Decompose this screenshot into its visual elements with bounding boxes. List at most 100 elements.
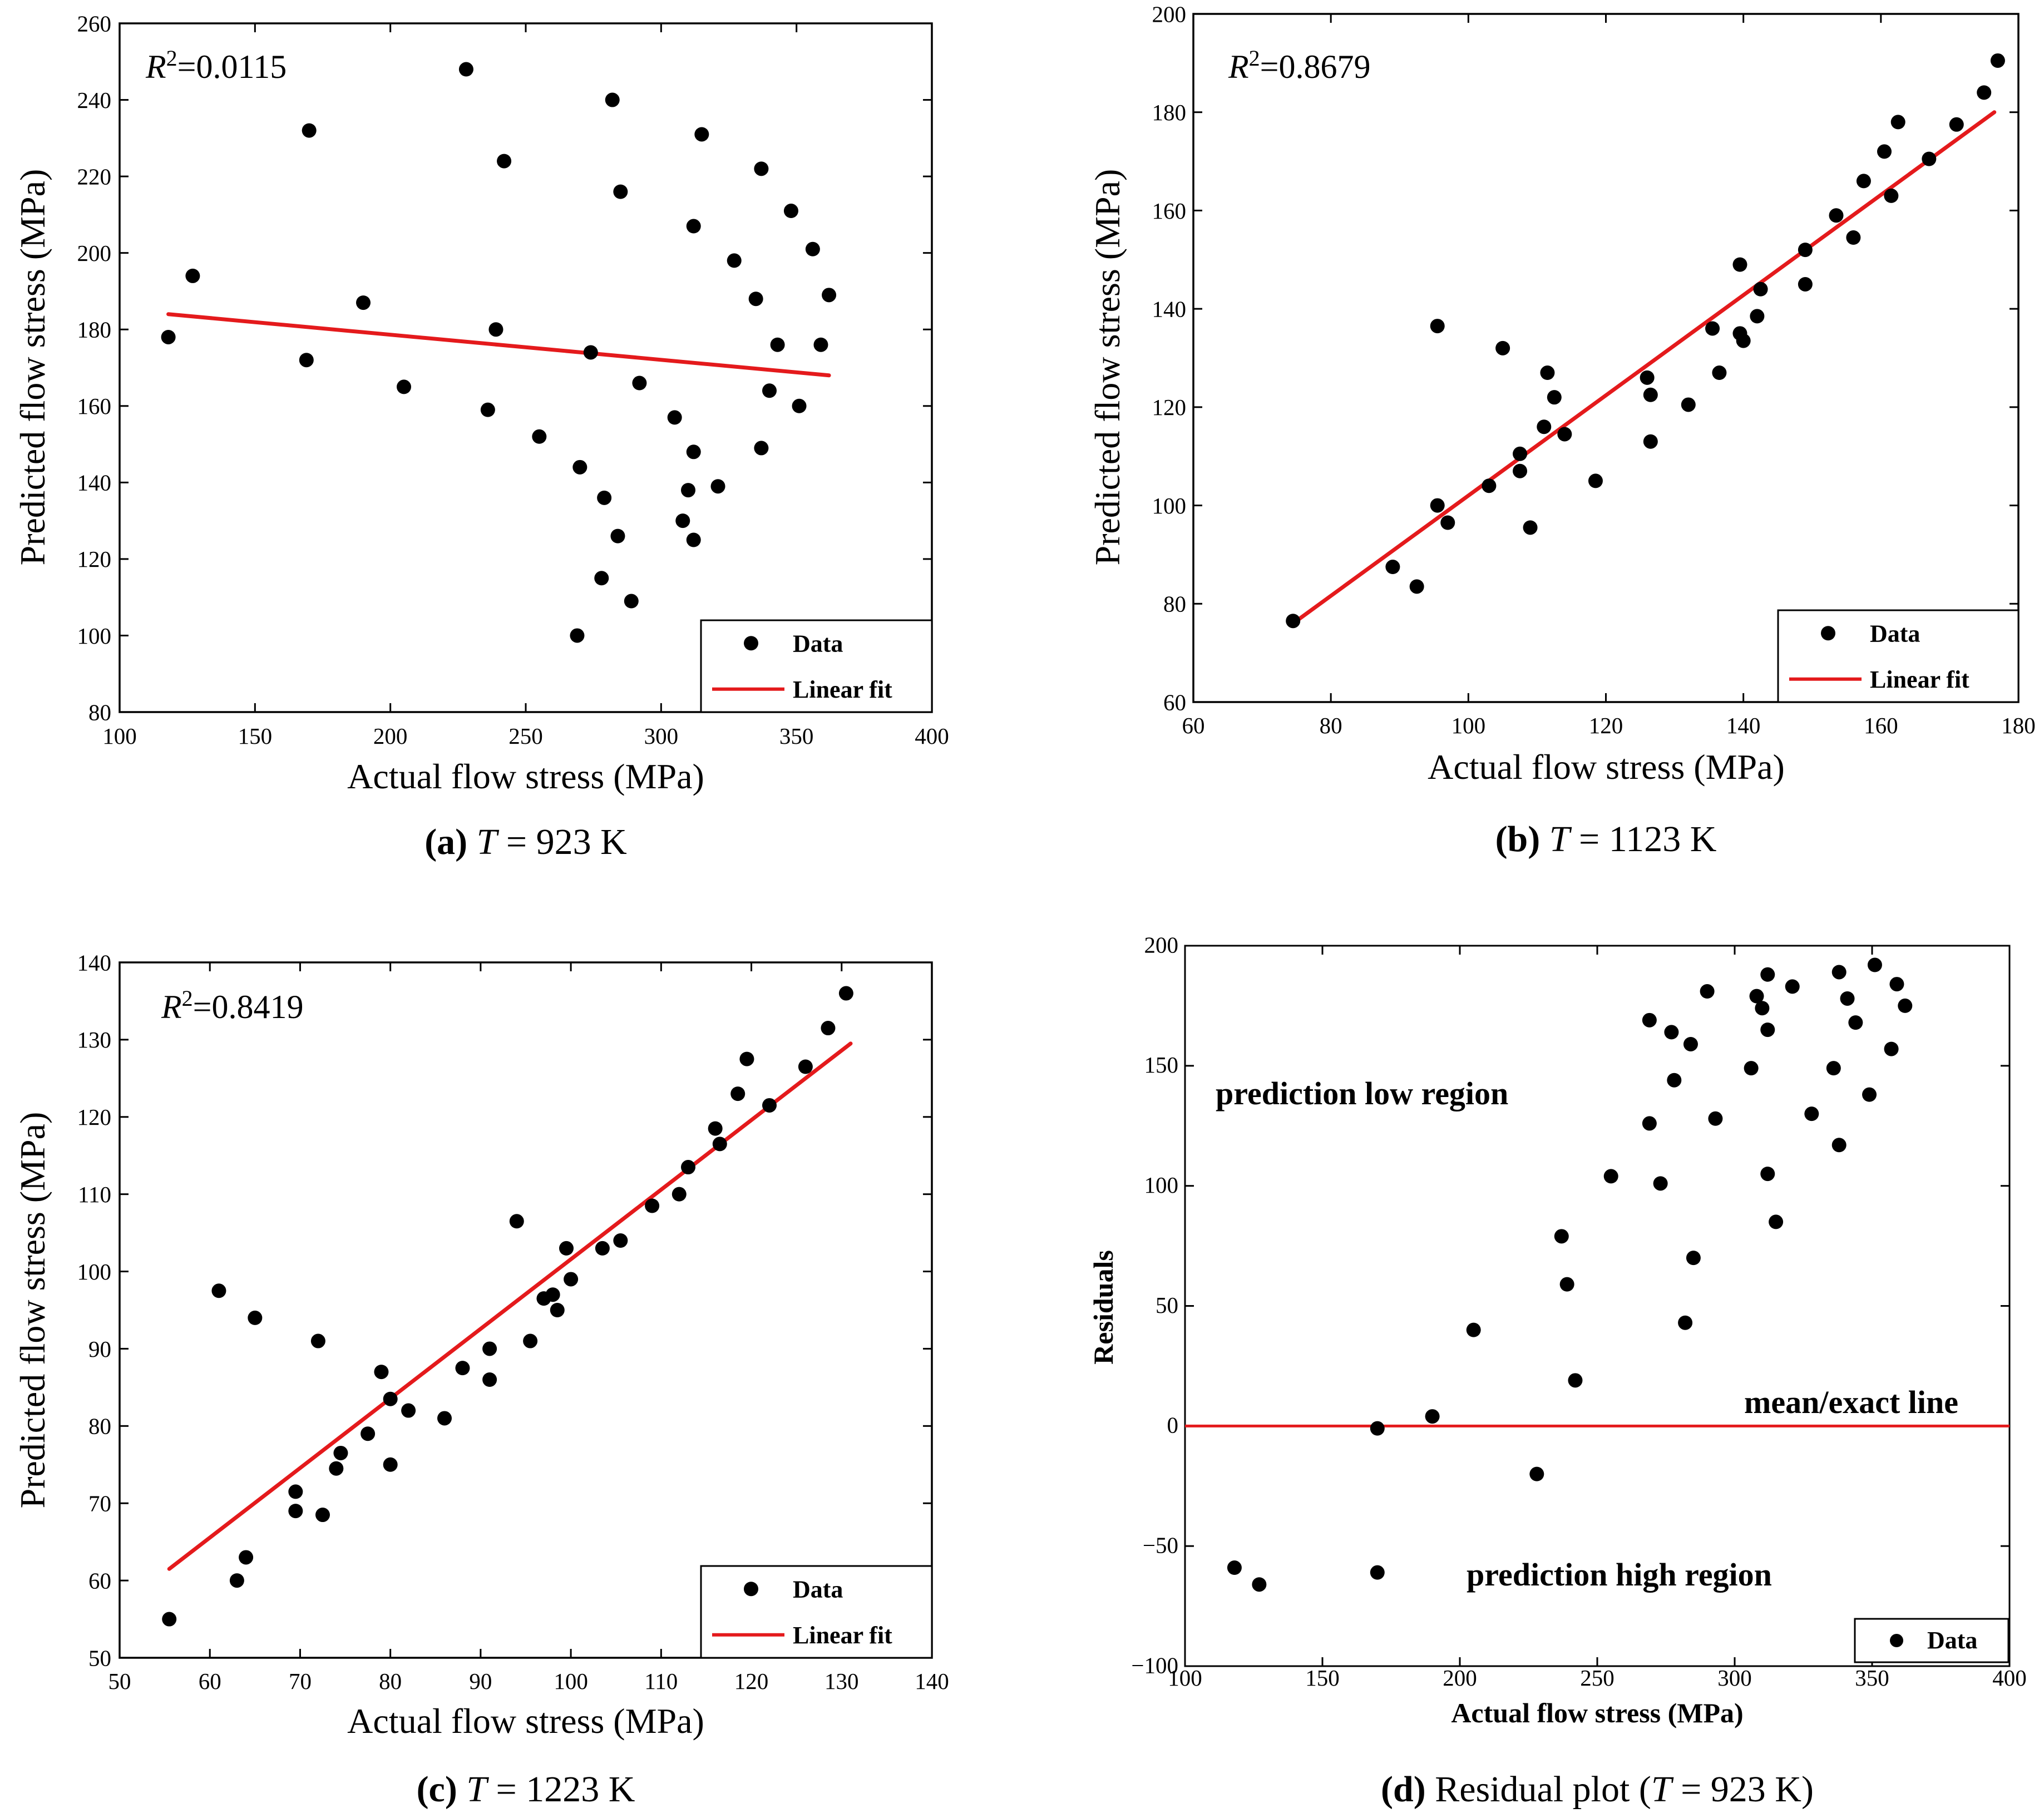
data-point bbox=[1760, 1167, 1775, 1182]
data-point bbox=[686, 444, 701, 460]
data-point bbox=[1495, 340, 1510, 355]
data-point bbox=[315, 1508, 330, 1523]
caption-letter: (d) bbox=[1381, 1769, 1426, 1810]
x-tick-label: 130 bbox=[824, 1668, 859, 1694]
data-point bbox=[1753, 281, 1768, 297]
r-squared-exponent: 2 bbox=[166, 46, 177, 71]
data-point bbox=[821, 1021, 836, 1036]
data-point bbox=[383, 1457, 398, 1472]
data-point bbox=[1804, 1106, 1819, 1122]
data-point bbox=[712, 1137, 727, 1152]
data-point bbox=[1370, 1421, 1385, 1436]
y-tick-label: 180 bbox=[77, 317, 112, 343]
x-tick-label: 140 bbox=[915, 1668, 949, 1694]
y-tick-label: 200 bbox=[1152, 1, 1187, 27]
r-squared-value: =0.8419 bbox=[193, 989, 304, 1025]
data-point bbox=[1523, 520, 1538, 535]
data-point bbox=[594, 571, 609, 586]
data-point bbox=[1425, 1409, 1440, 1424]
legend: Data Linear fit bbox=[1777, 609, 2020, 703]
data-point bbox=[1700, 984, 1715, 999]
data-point bbox=[374, 1365, 389, 1380]
data-point bbox=[1559, 1277, 1574, 1292]
legend-data-marker bbox=[1890, 1634, 1903, 1647]
x-tick-label: 150 bbox=[1305, 1665, 1340, 1691]
data-point bbox=[162, 1612, 177, 1627]
prediction-high-label: prediction high region bbox=[1467, 1557, 1772, 1593]
mean-line-label: mean/exact line bbox=[1744, 1384, 1958, 1420]
x-tick-label: 180 bbox=[2001, 713, 2036, 738]
data-point bbox=[754, 441, 769, 456]
data-point bbox=[1440, 515, 1455, 530]
data-point bbox=[1430, 498, 1445, 513]
x-tick-label: 70 bbox=[289, 1668, 312, 1694]
data-point bbox=[597, 490, 612, 505]
data-point bbox=[667, 410, 682, 425]
r-squared-value: =0.8679 bbox=[1260, 48, 1371, 85]
x-tick-label: 80 bbox=[1320, 713, 1342, 738]
y-tick-label: 80 bbox=[88, 699, 111, 725]
data-point bbox=[1252, 1577, 1267, 1592]
x-tick-label: 400 bbox=[915, 723, 949, 749]
data-point bbox=[361, 1426, 376, 1441]
legend-box bbox=[700, 1565, 933, 1659]
legend-data-marker bbox=[744, 636, 758, 651]
caption-space bbox=[467, 822, 477, 862]
y-axis-label: Residuals bbox=[1088, 1250, 1119, 1365]
y-tick-label: 120 bbox=[1152, 394, 1187, 420]
data-point bbox=[1642, 1116, 1657, 1131]
data-point bbox=[1732, 257, 1747, 272]
legend-data-marker bbox=[744, 1582, 758, 1597]
y-tick-label: 100 bbox=[1144, 1172, 1179, 1198]
r-squared-label: R2=0.0115 bbox=[145, 46, 287, 86]
data-point bbox=[595, 1241, 610, 1256]
data-point bbox=[401, 1403, 416, 1418]
data-point bbox=[1990, 53, 2005, 68]
data-point bbox=[1430, 319, 1445, 334]
y-tick-label: 240 bbox=[77, 87, 112, 113]
legend-data-marker bbox=[1821, 626, 1835, 641]
data-point bbox=[397, 379, 411, 394]
data-point bbox=[748, 292, 763, 307]
data-point bbox=[1798, 276, 1813, 292]
data-point bbox=[1568, 1373, 1583, 1388]
data-point bbox=[333, 1445, 348, 1460]
caption-prefix: Residual plot ( bbox=[1426, 1769, 1651, 1810]
data-point bbox=[1769, 1214, 1784, 1229]
data-point bbox=[1829, 208, 1844, 223]
y-tick-label: 80 bbox=[1163, 591, 1186, 617]
y-axis-label: Predicted flow stress (MPa) bbox=[13, 1112, 52, 1509]
data-point bbox=[838, 986, 853, 1001]
data-point bbox=[532, 429, 547, 444]
data-point bbox=[1642, 1012, 1657, 1027]
data-point bbox=[1653, 1176, 1668, 1191]
r-squared-exponent: 2 bbox=[182, 986, 193, 1011]
data-point bbox=[1977, 85, 1992, 100]
y-tick-label: 60 bbox=[88, 1568, 111, 1593]
legend-data-label: Data bbox=[793, 1575, 843, 1603]
legend-fit-label: Linear fit bbox=[793, 1622, 892, 1649]
data-point bbox=[185, 268, 200, 283]
y-axis-label: Predicted flow stress (MPa) bbox=[1088, 169, 1127, 566]
data-point bbox=[482, 1372, 497, 1387]
data-point bbox=[545, 1287, 560, 1302]
data-point bbox=[288, 1504, 303, 1519]
x-tick-label: 120 bbox=[734, 1668, 769, 1694]
x-tick-label: 80 bbox=[379, 1668, 402, 1694]
data-point bbox=[570, 628, 585, 643]
data-point bbox=[559, 1241, 574, 1256]
data-point bbox=[1884, 188, 1899, 203]
data-point bbox=[550, 1303, 565, 1317]
y-tick-label: 200 bbox=[77, 240, 112, 266]
plot-frame bbox=[119, 961, 933, 1659]
y-tick-label: 120 bbox=[77, 1104, 112, 1130]
x-tick-label: 250 bbox=[1580, 1665, 1615, 1691]
data-point bbox=[1227, 1560, 1242, 1575]
data-point bbox=[572, 460, 587, 475]
y-tick-label: 220 bbox=[77, 164, 112, 189]
y-tick-label: 60 bbox=[1163, 689, 1186, 715]
data-point bbox=[610, 528, 625, 544]
data-point bbox=[1664, 1025, 1679, 1040]
x-tick-label: 160 bbox=[1864, 713, 1898, 738]
